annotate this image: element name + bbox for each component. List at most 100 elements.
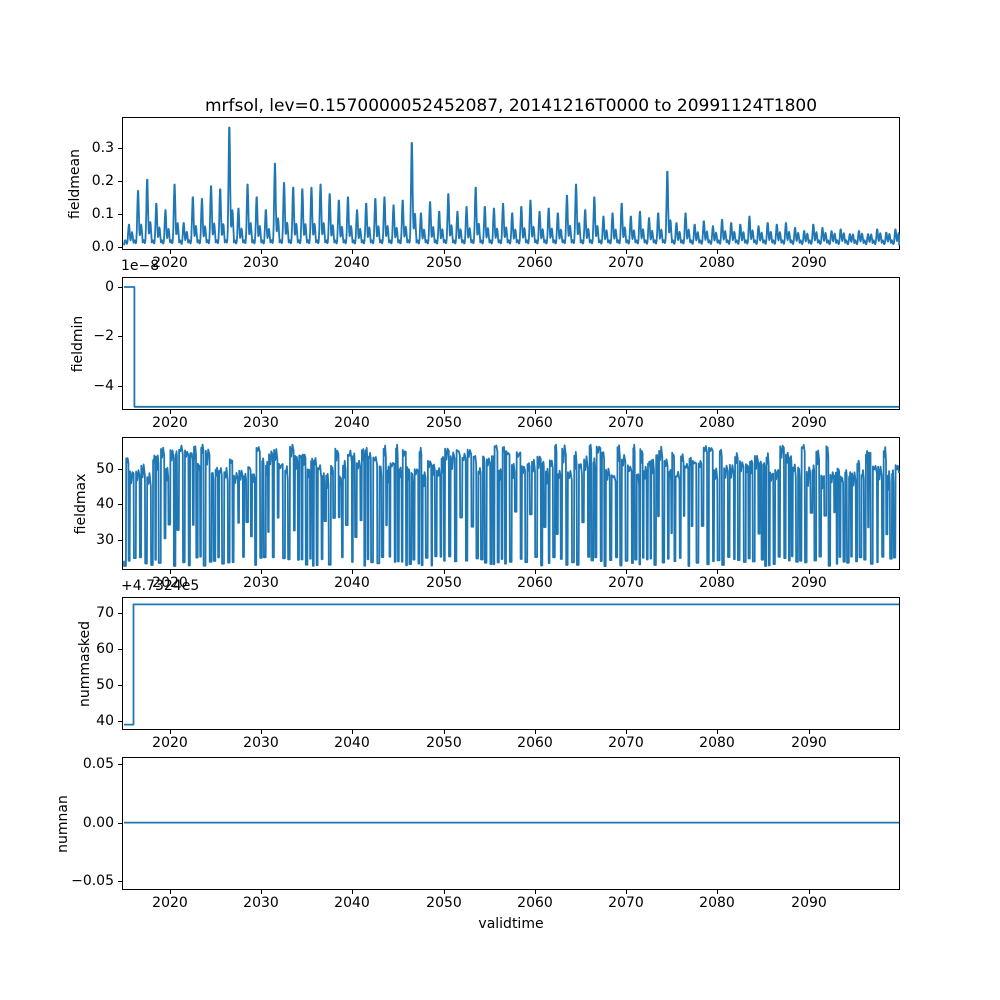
chart-title: mrfsol, lev=0.1570000052452087, 20141216… (204, 96, 818, 116)
y-tick-mark (118, 764, 122, 765)
axes-spines (122, 277, 900, 410)
x-tick-mark (535, 570, 536, 574)
x-tick-mark (717, 250, 718, 254)
axes-spines (122, 757, 900, 890)
x-tick-label: 2060 (517, 735, 553, 751)
y-tick-label: −4 (93, 378, 114, 394)
y-tick-mark (118, 181, 122, 182)
x-tick-mark (261, 890, 262, 894)
x-tick-label: 2090 (791, 415, 827, 431)
x-tick-label: 2030 (243, 255, 279, 271)
fieldmin-series-line (124, 286, 900, 408)
x-tick-label: 2090 (791, 735, 827, 751)
y-tick-label: −2 (93, 328, 114, 344)
x-tick-label: 2050 (426, 415, 462, 431)
y-tick-label: 0.05 (82, 756, 114, 772)
x-tick-mark (170, 730, 171, 734)
nummasked-series-line (124, 603, 900, 726)
fieldmax-series-line (123, 443, 900, 568)
y-tick-label: −0.05 (71, 873, 114, 889)
x-tick-label: 2060 (517, 575, 553, 591)
x-tick-label: 2050 (426, 575, 462, 591)
x-tick-label: 2030 (243, 415, 279, 431)
x-tick-mark (626, 250, 627, 254)
x-tick-mark (717, 890, 718, 894)
x-tick-label: 2070 (608, 255, 644, 271)
x-tick-label: 2020 (152, 575, 188, 591)
x-tick-label: 2090 (791, 575, 827, 591)
x-tick-label: 2060 (517, 895, 553, 911)
x-tick-label: 2080 (699, 735, 735, 751)
x-tick-label: 2040 (334, 575, 370, 591)
nummasked-offset-label: +4.7324e5 (121, 578, 200, 594)
x-tick-mark (809, 410, 810, 414)
x-tick-label: 2040 (334, 895, 370, 911)
x-tick-label: 2090 (791, 255, 827, 271)
x-tick-label: 2080 (699, 895, 735, 911)
y-tick-mark (118, 613, 122, 614)
x-tick-mark (535, 730, 536, 734)
y-tick-label: 50 (96, 677, 114, 693)
x-tick-mark (717, 570, 718, 574)
fieldmin-plot (122, 277, 900, 410)
x-tick-label: 2060 (517, 255, 553, 271)
x-tick-label: 2020 (152, 255, 188, 271)
axes-fieldmin (122, 277, 900, 410)
axes-fieldmean (122, 117, 900, 250)
x-tick-label: 2070 (608, 415, 644, 431)
y-tick-mark (118, 721, 122, 722)
y-tick-label: 30 (96, 532, 114, 548)
axes-spines (122, 437, 900, 570)
axes-nummasked (122, 597, 900, 730)
x-tick-label: 2030 (243, 895, 279, 911)
axes-numnan (122, 757, 900, 890)
x-tick-mark (717, 410, 718, 414)
y-tick-mark (118, 287, 122, 288)
x-tick-label: 2020 (152, 895, 188, 911)
y-tick-label: 0.2 (91, 173, 114, 189)
x-axis-label: validtime (478, 916, 544, 932)
y-tick-mark (118, 247, 122, 248)
x-tick-mark (261, 730, 262, 734)
x-tick-mark (170, 410, 171, 414)
y-tick-label: 0.3 (91, 140, 114, 156)
y-tick-label: 70 (96, 605, 114, 621)
y-tick-label: 0.00 (82, 815, 114, 831)
x-tick-mark (444, 570, 445, 574)
x-tick-label: 2090 (791, 895, 827, 911)
x-tick-mark (261, 570, 262, 574)
x-tick-mark (352, 890, 353, 894)
x-tick-mark (444, 410, 445, 414)
x-tick-mark (535, 410, 536, 414)
x-tick-label: 2070 (608, 735, 644, 751)
x-tick-label: 2020 (152, 415, 188, 431)
y-tick-mark (118, 148, 122, 149)
x-tick-mark (626, 730, 627, 734)
x-tick-mark (444, 250, 445, 254)
x-tick-label: 2060 (517, 415, 553, 431)
y-tick-label: 60 (96, 641, 114, 657)
y-axis-label-nummasked: nummasked (77, 620, 93, 708)
x-tick-mark (535, 250, 536, 254)
x-tick-mark (809, 890, 810, 894)
y-tick-label: 0 (105, 279, 114, 295)
x-tick-mark (809, 250, 810, 254)
x-tick-mark (809, 730, 810, 734)
x-tick-label: 2070 (608, 575, 644, 591)
x-tick-mark (626, 890, 627, 894)
x-tick-label: 2080 (699, 575, 735, 591)
x-tick-mark (626, 570, 627, 574)
x-tick-mark (352, 570, 353, 574)
x-tick-label: 2030 (243, 575, 279, 591)
y-tick-mark (118, 504, 122, 505)
x-tick-label: 2080 (699, 255, 735, 271)
x-tick-label: 2020 (152, 735, 188, 751)
fieldmean-plot (122, 117, 900, 250)
x-tick-mark (626, 410, 627, 414)
x-tick-mark (535, 890, 536, 894)
x-tick-label: 2080 (699, 415, 735, 431)
axes-spines (122, 117, 900, 250)
y-tick-label: 40 (96, 713, 114, 729)
y-tick-mark (118, 469, 122, 470)
numnan-plot (122, 757, 900, 890)
